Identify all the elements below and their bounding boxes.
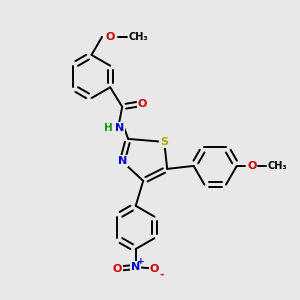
Text: N: N — [118, 156, 127, 167]
Text: CH₃: CH₃ — [267, 161, 287, 171]
Text: O: O — [112, 263, 122, 274]
Text: H: H — [104, 123, 113, 134]
Text: CH₃: CH₃ — [128, 32, 148, 42]
Text: O: O — [150, 263, 159, 274]
Text: O: O — [106, 32, 115, 42]
Text: N: N — [115, 123, 124, 134]
Text: O: O — [247, 161, 256, 171]
Text: +: + — [137, 257, 145, 266]
Text: O: O — [138, 99, 147, 109]
Text: N: N — [131, 262, 140, 272]
Text: -: - — [160, 270, 164, 280]
Text: S: S — [160, 137, 168, 147]
